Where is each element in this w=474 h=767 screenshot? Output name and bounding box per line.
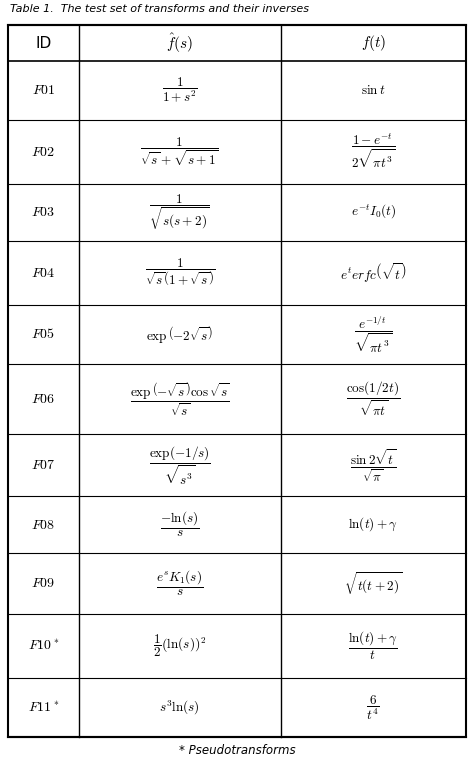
Text: $\dfrac{1}{1+s^2}$: $\dfrac{1}{1+s^2}$ <box>162 76 198 105</box>
Text: $F07$: $F07$ <box>31 459 56 472</box>
Text: $\ln(t)+\gamma$: $\ln(t)+\gamma$ <box>348 515 398 534</box>
Text: $\dfrac{\cos(1/2t)}{\sqrt{\pi t}}$: $\dfrac{\cos(1/2t)}{\sqrt{\pi t}}$ <box>346 380 401 419</box>
Text: $F03$: $F03$ <box>31 206 55 219</box>
Text: $\dfrac{1}{\sqrt{s(s+2)}}$: $\dfrac{1}{\sqrt{s(s+2)}}$ <box>149 193 210 232</box>
Text: * Pseudotransforms: * Pseudotransforms <box>179 745 295 758</box>
Text: $\dfrac{1}{\sqrt{s}\left(1+\sqrt{s}\right)}$: $\dfrac{1}{\sqrt{s}\left(1+\sqrt{s}\righ… <box>145 257 215 288</box>
Text: $e^{-t}I_0(t)$: $e^{-t}I_0(t)$ <box>351 203 396 222</box>
Text: $F04$: $F04$ <box>31 266 56 280</box>
Text: $F09$: $F09$ <box>31 576 55 591</box>
Text: $F02$: $F02$ <box>31 145 55 159</box>
Text: $\dfrac{1}{2}\left(\ln(s)\right)^2$: $\dfrac{1}{2}\left(\ln(s)\right)^2$ <box>153 633 206 659</box>
Text: $\dfrac{\ln(t)+\gamma}{t}$: $\dfrac{\ln(t)+\gamma}{t}$ <box>348 630 398 662</box>
Text: $e^{t}erfc\left(\sqrt{t}\right)$: $e^{t}erfc\left(\sqrt{t}\right)$ <box>340 262 407 285</box>
Text: $\dfrac{-\ln(s)}{s}$: $\dfrac{-\ln(s)}{s}$ <box>160 510 200 539</box>
Text: $\dfrac{\exp\left(-\sqrt{s}\right)\cos\sqrt{s}}{\sqrt{s}}$: $\dfrac{\exp\left(-\sqrt{s}\right)\cos\s… <box>130 380 230 418</box>
Text: $F01$: $F01$ <box>32 84 55 97</box>
Text: $f(t)$: $f(t)$ <box>361 33 386 53</box>
Text: $F05$: $F05$ <box>31 328 55 341</box>
Text: $\sqrt{t(t+2)}$: $\sqrt{t(t+2)}$ <box>344 570 402 597</box>
Text: $\hat{f}(s)$: $\hat{f}(s)$ <box>166 31 193 54</box>
Text: $F11^*$: $F11^*$ <box>28 700 59 715</box>
Text: ID: ID <box>36 35 52 51</box>
Text: $s^3\ln(s)$: $s^3\ln(s)$ <box>159 699 200 716</box>
Text: $\sin t$: $\sin t$ <box>361 84 385 97</box>
Text: Table 1.  The test set of transforms and their inverses: Table 1. The test set of transforms and … <box>10 4 309 14</box>
Text: $\dfrac{\sin 2\sqrt{t}}{\sqrt{\pi}}$: $\dfrac{\sin 2\sqrt{t}}{\sqrt{\pi}}$ <box>350 447 396 484</box>
Text: $F06$: $F06$ <box>31 392 55 406</box>
Text: $\dfrac{e^{s}K_1(s)}{s}$: $\dfrac{e^{s}K_1(s)}{s}$ <box>156 568 203 597</box>
Text: $\dfrac{6}{t^4}$: $\dfrac{6}{t^4}$ <box>366 693 380 722</box>
Text: $\dfrac{1}{\sqrt{s}+\sqrt{s+1}}$: $\dfrac{1}{\sqrt{s}+\sqrt{s+1}}$ <box>140 136 219 169</box>
Text: $\dfrac{e^{-1/t}}{\sqrt{\pi t^3}}$: $\dfrac{e^{-1/t}}{\sqrt{\pi t^3}}$ <box>354 314 392 354</box>
Text: $F10^*$: $F10^*$ <box>28 639 59 653</box>
Text: $F08$: $F08$ <box>31 518 55 532</box>
Text: $\exp\left(-2\sqrt{s}\right)$: $\exp\left(-2\sqrt{s}\right)$ <box>146 324 213 345</box>
Text: $\dfrac{1-e^{-t}}{2\sqrt{\pi t^3}}$: $\dfrac{1-e^{-t}}{2\sqrt{\pi t^3}}$ <box>351 133 396 172</box>
Text: $\dfrac{\exp(-1/s)}{\sqrt{s^3}}$: $\dfrac{\exp(-1/s)}{\sqrt{s^3}}$ <box>149 444 211 486</box>
